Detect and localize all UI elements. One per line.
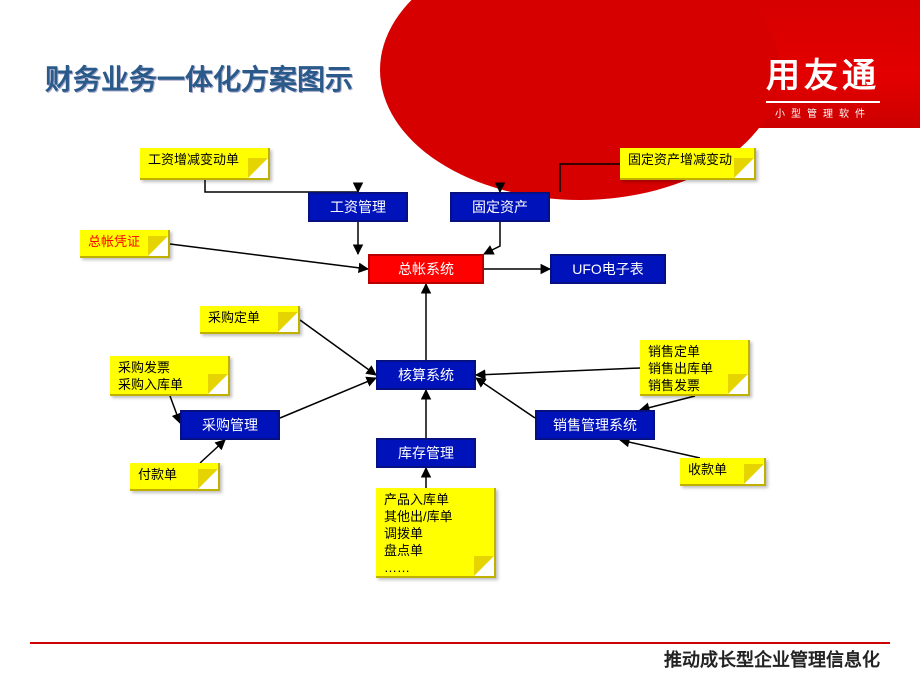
- brand-subtitle: 小型管理软件: [766, 101, 880, 120]
- note-pay-doc: 付款单: [130, 463, 220, 491]
- note-ledger-doc: 总帐凭证: [80, 230, 170, 258]
- node-assets: 固定资产: [450, 192, 550, 222]
- node-label: 工资管理: [330, 198, 386, 216]
- note-label: 产品入库单 其他出/库单 调拨单 盘点单 ……: [384, 492, 453, 576]
- node-label: 销售管理系统: [553, 416, 637, 434]
- node-label: 核算系统: [398, 366, 454, 384]
- note-receipt-doc: 收款单: [680, 458, 766, 486]
- page-title: 财务业务一体化方案图示: [45, 58, 353, 98]
- note-salary-doc: 工资增减变动单: [140, 148, 270, 180]
- node-ufo: UFO电子表: [550, 254, 666, 284]
- note-purchase-docs: 采购发票 采购入库单: [110, 356, 230, 396]
- brand-logo: 用友通 小型管理软件: [766, 48, 880, 120]
- node-salary: 工资管理: [308, 192, 408, 222]
- note-inv-docs: 产品入库单 其他出/库单 调拨单 盘点单 ……: [376, 488, 496, 578]
- flowchart: 总帐系统 工资管理 固定资产 UFO电子表 核算系统 采购管理 销售管理系统 库…: [0, 128, 920, 628]
- note-label: 采购发票 采购入库单: [118, 360, 183, 394]
- note-po-doc: 采购定单: [200, 306, 300, 334]
- note-label: 采购定单: [208, 310, 260, 327]
- node-accounting: 核算系统: [376, 360, 476, 390]
- node-label: 总帐系统: [398, 260, 454, 278]
- note-label: 工资增减变动单: [148, 152, 239, 169]
- node-label: 库存管理: [398, 444, 454, 462]
- footer-slogan: 推动成长型企业管理信息化: [664, 646, 880, 672]
- node-ledger: 总帐系统: [368, 254, 484, 284]
- note-label: 付款单: [138, 467, 177, 484]
- note-asset-doc: 固定资产增减变动: [620, 148, 756, 180]
- note-label: 销售定单 销售出库单 销售发票: [648, 344, 713, 395]
- footer-divider: [30, 642, 890, 644]
- note-sales-docs: 销售定单 销售出库单 销售发票: [640, 340, 750, 396]
- note-label: 收款单: [688, 462, 727, 479]
- node-inventory: 库存管理: [376, 438, 476, 468]
- brand-name: 用友通: [766, 57, 880, 95]
- node-label: UFO电子表: [572, 260, 644, 278]
- node-label: 采购管理: [202, 416, 258, 434]
- node-sales: 销售管理系统: [535, 410, 655, 440]
- note-label: 总帐凭证: [88, 234, 140, 251]
- note-label: 固定资产增减变动: [628, 152, 732, 169]
- node-purchase: 采购管理: [180, 410, 280, 440]
- node-label: 固定资产: [472, 198, 528, 216]
